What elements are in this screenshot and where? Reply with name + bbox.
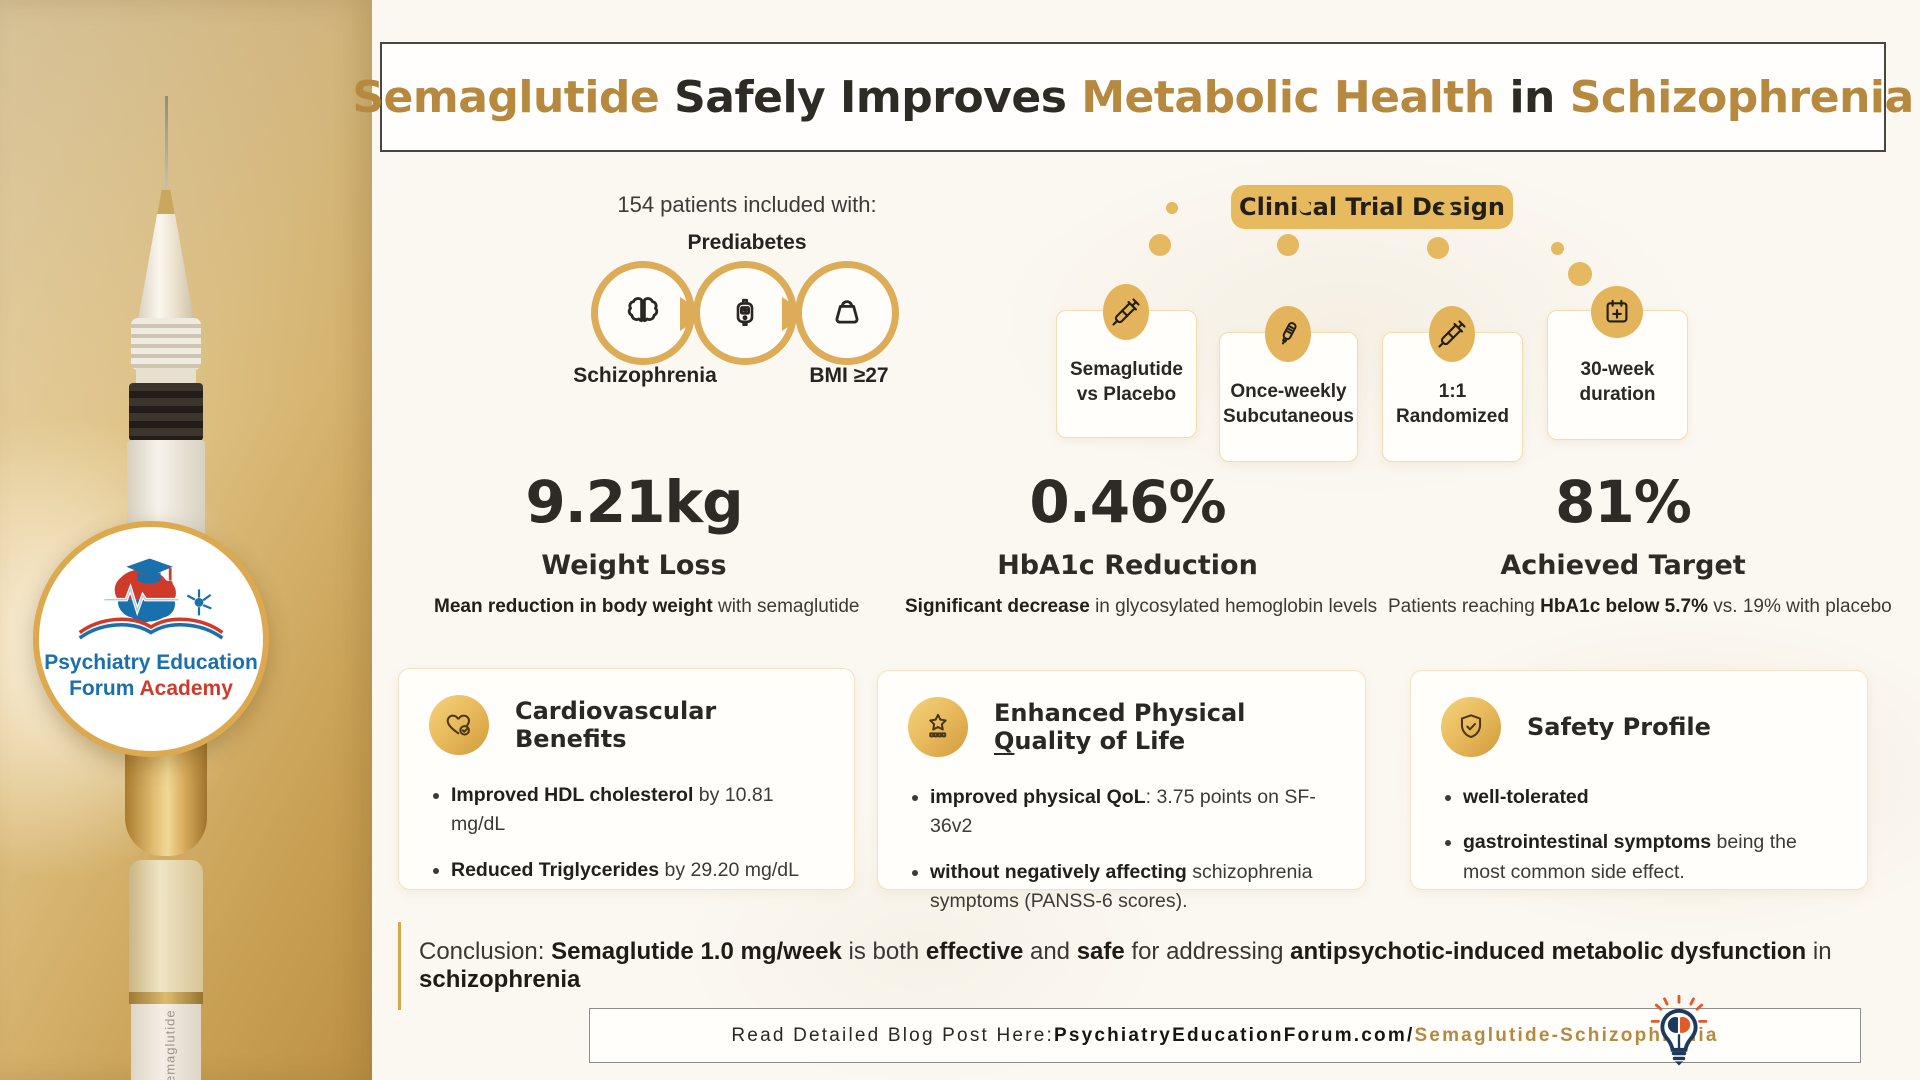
bullet: gastrointestinal symptoms being the most…	[1463, 828, 1839, 887]
decor-dot	[1568, 262, 1592, 286]
card-header: Cardiovascular Benefits	[399, 669, 854, 755]
pen-dark-band	[129, 383, 203, 441]
decor-dot	[1299, 201, 1311, 213]
logo-badge: Psychiatry Education Forum Academy	[33, 521, 269, 757]
page-title-part: Semaglutide	[352, 71, 660, 123]
card-bullets: well-tolerated gastrointestinal symptoms…	[1411, 783, 1867, 887]
logo-graphic	[78, 558, 224, 640]
glucose-meter-icon	[736, 298, 754, 327]
pen-collar	[131, 318, 201, 370]
footer-label: Read Detailed Blog Post Here:	[731, 1024, 1054, 1046]
bullet: well-tolerated	[1463, 783, 1839, 812]
card-header: Safety Profile	[1411, 671, 1867, 757]
star-rating-icon	[908, 697, 968, 757]
card-cardiovascular-benefits: Cardiovascular Benefits Improved HDL cho…	[398, 668, 855, 890]
population-venn	[591, 261, 903, 371]
stat-subtext: Patients reaching HbA1c below 5.7% vs. 1…	[1388, 596, 1892, 617]
footer-site-url[interactable]: PsychiatryEducationForum.com/	[1053, 1024, 1415, 1046]
decor-dot	[1551, 242, 1564, 255]
ecg-line	[104, 583, 179, 617]
syringe-icon	[1103, 284, 1149, 340]
pen-neck	[136, 368, 196, 384]
stat-label: HbA1c Reduction	[997, 550, 1258, 581]
stat-achieved-target: 81% Achieved Target Patients reaching Hb…	[1388, 468, 1892, 618]
pen-needle	[165, 96, 168, 196]
pen-label-text: semaglutide	[162, 1009, 178, 1080]
card-title: Enhanced Physical Quality of Life	[994, 699, 1246, 755]
venn-label-schizophrenia: Schizophrenia	[573, 364, 717, 387]
lightbulb-brain-icon	[1650, 994, 1708, 1066]
card-title: Safety Profile	[1527, 713, 1711, 741]
pen-bottom-label: semaglutide	[131, 1004, 201, 1080]
title-box: Semaglutide Safely Improves Metabolic He…	[352, 42, 1914, 152]
logo-text-line1: Psychiatry Education	[44, 651, 258, 674]
syringe-icon	[1429, 306, 1475, 362]
open-book-arc-red	[78, 617, 224, 635]
venn-circle-bmi	[795, 261, 899, 365]
stat-label: Weight Loss	[541, 550, 727, 581]
bullet: Reduced Triglycerides by 29.20 mg/dL	[451, 856, 826, 885]
card-quality-of-life: Enhanced Physical Quality of Life improv…	[877, 670, 1366, 912]
neuron-icon	[186, 589, 212, 616]
card-bullets: improved physical QoL: 3.75 points on SF…	[878, 783, 1365, 916]
page-title-part: Metabolic Health	[1081, 71, 1495, 123]
stat-value: 81%	[1555, 468, 1692, 536]
stat-value: 0.46%	[1029, 468, 1226, 536]
weight-icon	[835, 300, 859, 324]
shield-check-icon	[1441, 697, 1501, 757]
footer-url-slug[interactable]: Semaglutide-Schizophrenia	[1414, 1024, 1719, 1046]
pen-cone	[138, 214, 194, 320]
conclusion-statement: Conclusion: Semaglutide 1.0 mg/week is b…	[398, 922, 1888, 1010]
stat-subtext: Mean reduction in body weight with semag…	[434, 596, 860, 617]
clinical-trial-design-badge: Clinical Trial Design	[1231, 185, 1513, 229]
pen-lower-barrel	[129, 860, 203, 994]
pen-gold-ring	[129, 992, 203, 1004]
trial-card-duration: 30-week duration	[1547, 310, 1688, 440]
heart-check-icon	[429, 695, 489, 755]
bullet: Improved HDL cholesterol by 10.81 mg/dL	[451, 781, 826, 840]
stat-weight-loss: 9.21kg Weight Loss Mean reduction in bod…	[434, 468, 860, 618]
stat-subtext: Significant decrease in glycosylated hem…	[905, 596, 1378, 617]
card-header: Enhanced Physical Quality of Life	[878, 671, 1365, 757]
stat-value: 9.21kg	[525, 468, 743, 536]
stat-label: Achieved Target	[1500, 550, 1746, 581]
bullet: improved physical QoL: 3.75 points on SF…	[930, 783, 1337, 842]
graduation-cap-icon	[126, 558, 173, 577]
injection-pen-icon	[1265, 306, 1311, 362]
page-title-part: Safely Improves	[659, 71, 1082, 123]
open-book-arc-blue	[78, 623, 224, 640]
card-title: Cardiovascular Benefits	[515, 697, 717, 753]
conclusion-text: Conclusion: Semaglutide 1.0 mg/week is b…	[419, 938, 1832, 993]
decor-dot	[1149, 234, 1171, 256]
stat-hba1c-reduction: 0.46% HbA1c Reduction Significant decrea…	[905, 468, 1378, 618]
calendar-plus-icon	[1591, 286, 1643, 338]
bullet: without negatively affecting schizophren…	[930, 858, 1337, 917]
decor-dot	[1277, 234, 1299, 256]
decor-dot	[1441, 203, 1453, 215]
footer-blog-link-bar: Read Detailed Blog Post Here: Psychiatry…	[589, 1008, 1861, 1063]
venn-label-prediabetes: Prediabetes	[687, 231, 807, 254]
decor-dot	[1166, 202, 1178, 214]
venn-label-bmi: BMI ≥27	[809, 364, 889, 387]
brain-icon	[627, 297, 659, 323]
card-bullets: Improved HDL cholesterol by 10.81 mg/dL …	[399, 781, 854, 885]
venn-circle-schizophrenia	[591, 261, 695, 365]
venn-circle-prediabetes	[693, 261, 797, 365]
page-title-part: in	[1494, 71, 1570, 123]
logo-text-line2: Forum Academy	[69, 677, 233, 700]
population-intro: 154 patients included with:	[617, 192, 877, 217]
page-title-part: Schizophrenia	[1569, 71, 1914, 123]
decor-dot	[1427, 237, 1449, 259]
card-safety-profile: Safety Profile well-tolerated gastrointe…	[1410, 670, 1868, 890]
pen-needle-hub	[157, 190, 175, 216]
injection-pen-photo: semaglutide	[0, 0, 372, 1080]
